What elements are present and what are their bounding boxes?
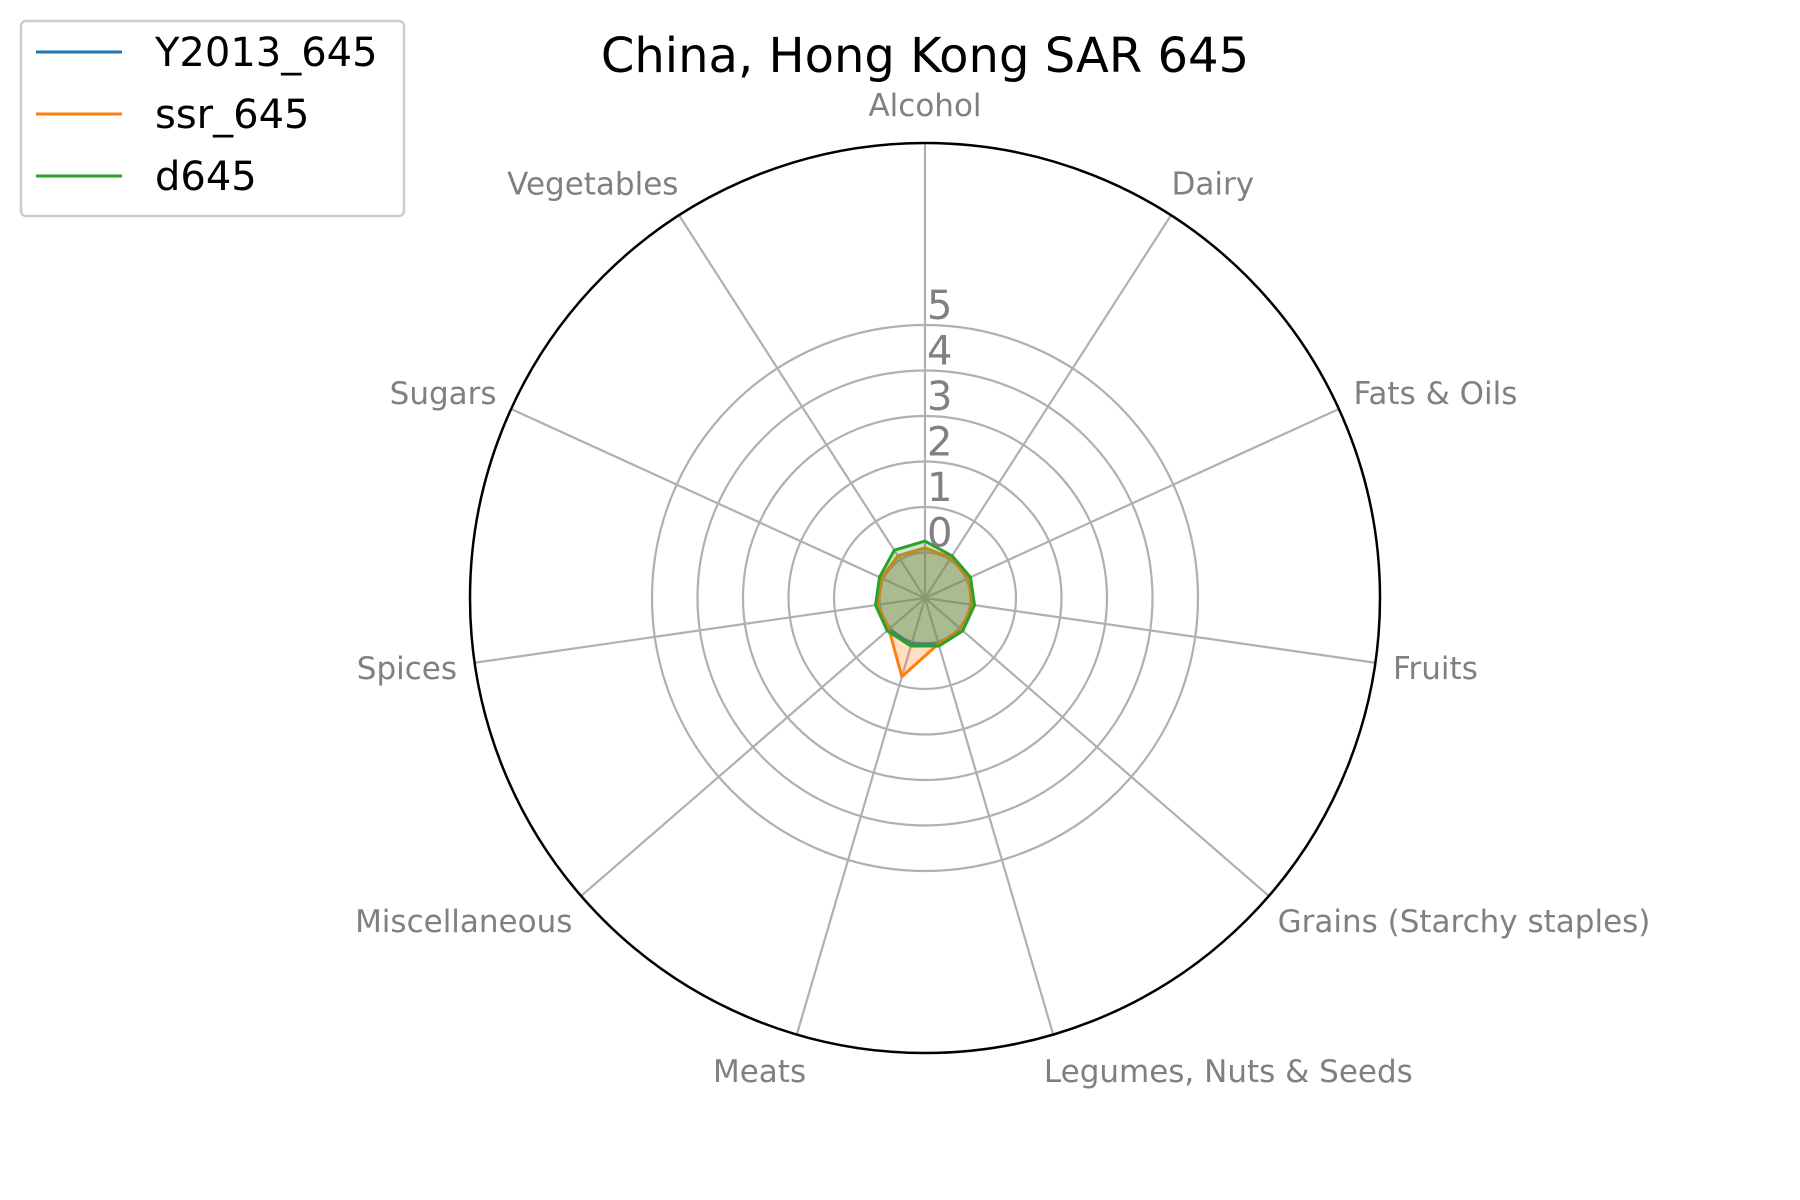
axis-spoke bbox=[924, 214, 1172, 599]
axis-spoke bbox=[924, 407, 1340, 600]
axis-labels: Alcohol Dairy Fats & Oils Fruits Grains (Sta… bbox=[355, 88, 1650, 1090]
axis-spoke bbox=[924, 596, 1376, 664]
axis-label: Legumes, Nuts & Seeds bbox=[1044, 1054, 1413, 1090]
series-line bbox=[874, 539, 976, 648]
axis-spoke bbox=[678, 214, 926, 599]
radial-tick-label: 5 bbox=[927, 283, 952, 329]
legend-frame bbox=[19, 19, 406, 218]
legend-label: Y2013_645 bbox=[154, 30, 378, 76]
axis-spoke bbox=[510, 407, 926, 600]
radial-tick-label: 0 bbox=[927, 511, 952, 557]
axis-label: Dairy bbox=[1172, 166, 1255, 202]
outer-frame bbox=[468, 141, 1382, 1055]
axis-spoke bbox=[795, 597, 927, 1035]
legend: Y2013_645 ssr_645 d645 bbox=[19, 19, 406, 218]
series-area bbox=[877, 548, 973, 644]
axis-label: Meats bbox=[713, 1054, 806, 1090]
axis-label: Miscellaneous bbox=[355, 904, 572, 940]
axis-label: Grains (Starchy staples) bbox=[1278, 904, 1651, 940]
radial-tick-label: 4 bbox=[927, 329, 952, 375]
legend-label: d645 bbox=[155, 154, 257, 200]
series-line bbox=[876, 546, 974, 679]
radial-tick-label: 1 bbox=[927, 465, 952, 511]
axis-spoke bbox=[474, 596, 926, 664]
axis-label: Spices bbox=[357, 651, 457, 687]
axis-spoke bbox=[580, 597, 926, 897]
axis-label: Sugars bbox=[390, 376, 497, 412]
series-layer bbox=[874, 539, 976, 679]
axis-spokes bbox=[474, 143, 1376, 1035]
radial-tick-label: 2 bbox=[927, 420, 952, 466]
radial-tick-label: 3 bbox=[927, 374, 952, 420]
series-area bbox=[877, 548, 973, 677]
chart-title: China, Hong Kong SAR 645 bbox=[601, 28, 1249, 84]
axis-spoke bbox=[923, 597, 1055, 1035]
axis-label: Alcohol bbox=[868, 88, 981, 124]
axis-spoke bbox=[924, 597, 1270, 897]
axis-label: Vegetables bbox=[507, 166, 678, 202]
axis-label: Fats & Oils bbox=[1353, 376, 1517, 412]
axis-label: Fruits bbox=[1393, 651, 1478, 687]
legend-label: ssr_645 bbox=[155, 92, 309, 138]
series-area bbox=[875, 541, 975, 646]
